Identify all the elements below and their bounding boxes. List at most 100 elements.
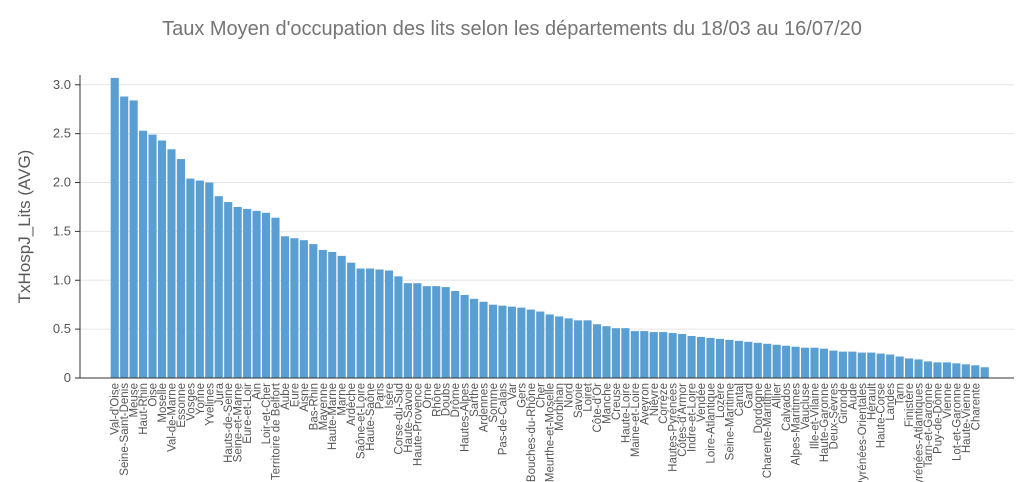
bar: [356, 268, 365, 378]
x-tick-label: Gironde: [838, 383, 850, 424]
x-tick-label: Finistère: [904, 383, 916, 427]
x-tick-label: Alpes-Maritimes: [791, 383, 803, 466]
bar: [592, 324, 602, 378]
y-tick-label: 1.0: [53, 272, 71, 287]
x-tick-label: Corrèze: [658, 383, 670, 424]
bar: [375, 269, 384, 378]
x-tick-label: Creuse: [611, 383, 623, 420]
x-tick-label: Territoire de Belfort: [270, 382, 282, 480]
x-tick-label: Corse-du-Sud: [393, 383, 405, 455]
x-tick-label: Meuse: [129, 383, 141, 418]
bar: [923, 361, 933, 378]
bar: [564, 318, 573, 378]
y-tick-label: 0.5: [53, 321, 71, 336]
x-tick-label: Puy-de-Dôme: [932, 383, 944, 454]
bar: [243, 208, 252, 378]
bar: [611, 328, 620, 378]
x-tick-label: Marne: [337, 383, 349, 416]
x-tick-label: Pyrénées-Orientales: [857, 383, 869, 482]
bar: [224, 202, 233, 378]
bar: [687, 335, 696, 378]
x-tick-label: Cantal: [734, 383, 746, 416]
bar: [602, 326, 611, 378]
bar: [678, 334, 687, 378]
x-axis: Val-d'OiseSeine-Saint-DenisMeuseHaut-Rhi…: [80, 377, 1014, 482]
bar: [772, 344, 781, 378]
bar: [290, 238, 299, 378]
bar: [800, 347, 810, 378]
x-tick-label: Gard: [743, 383, 755, 409]
x-tick-label: Loire-Atlantique: [705, 383, 717, 464]
bar: [526, 309, 535, 378]
x-tick-label: Morbihan: [554, 383, 566, 431]
bar: [574, 320, 583, 378]
x-tick-label: Meurthe-et-Moselle: [545, 383, 557, 482]
bar: [555, 316, 564, 378]
bar: [838, 351, 847, 378]
bar: [867, 352, 876, 378]
x-tick-label: Aisne: [299, 383, 311, 412]
bar: [782, 345, 791, 378]
x-tick-label: Haute-Marne: [327, 383, 339, 450]
bar: [725, 339, 734, 378]
bar: [744, 341, 753, 378]
x-tick-label: Côtes-d'Armor: [677, 383, 689, 457]
x-tick-label: Paris: [375, 383, 387, 409]
x-tick-label: Jura: [214, 382, 226, 405]
bar: [980, 367, 989, 378]
bar: [347, 262, 356, 378]
x-tick-label: Eure-et-Loir: [242, 383, 254, 444]
x-tick-label: Lozère: [715, 383, 727, 418]
bar: [318, 249, 327, 378]
bars: [110, 77, 989, 379]
x-tick-label: Drôme: [450, 383, 462, 418]
x-tick-label: Haute-Garonne: [819, 383, 831, 462]
bar: [470, 298, 479, 378]
x-tick-label: Landes: [885, 383, 897, 421]
x-tick-label: Nord: [564, 383, 576, 408]
bar: [668, 333, 677, 378]
bar: [791, 346, 800, 378]
x-tick-label: Haute-Corse: [876, 383, 888, 448]
x-tick-label: Var: [507, 383, 519, 400]
bar: [706, 337, 715, 378]
bar: [451, 291, 460, 378]
bar: [110, 77, 119, 379]
bar: [441, 287, 450, 378]
bar: [214, 196, 223, 378]
x-tick-label: Aude: [847, 383, 859, 410]
bar: [914, 359, 923, 378]
x-tick-label: Manche: [601, 383, 613, 424]
bar: [734, 340, 743, 378]
x-tick-label: Allier: [772, 383, 784, 409]
x-tick-label: Calvados: [781, 383, 793, 431]
bar: [876, 353, 885, 378]
bar: [715, 338, 725, 378]
x-tick-label: Bas-Rhin: [308, 383, 320, 430]
bar: [583, 320, 592, 378]
bar: [309, 244, 318, 378]
bar: [696, 336, 706, 378]
bar: [157, 140, 167, 378]
x-tick-label: Savoie: [573, 383, 585, 418]
x-tick-label: Ille-et-Vilaine: [810, 383, 822, 449]
bar: [517, 307, 526, 378]
bar: [432, 286, 441, 378]
x-tick-label: Hautes-Pyrénées: [668, 383, 680, 472]
bar: [271, 217, 280, 378]
x-tick-label: Indre-et-Loire: [687, 383, 699, 452]
x-tick-label: Sarthe: [469, 383, 481, 417]
x-tick-label: Côte-d'Or: [592, 383, 604, 433]
bar: [233, 206, 242, 378]
bar: [942, 362, 951, 378]
x-tick-label: Aube: [280, 383, 292, 410]
x-tick-label: Ardennes: [479, 383, 491, 432]
bar: [167, 149, 176, 378]
x-tick-label: Loir-et-Cher: [261, 383, 273, 445]
x-tick-label: Charente: [970, 383, 982, 430]
bar: [545, 314, 554, 378]
bar: [507, 306, 516, 378]
x-tick-label: Loiret: [583, 382, 595, 412]
x-tick-label: Orne: [422, 383, 434, 409]
bar: [460, 294, 469, 378]
